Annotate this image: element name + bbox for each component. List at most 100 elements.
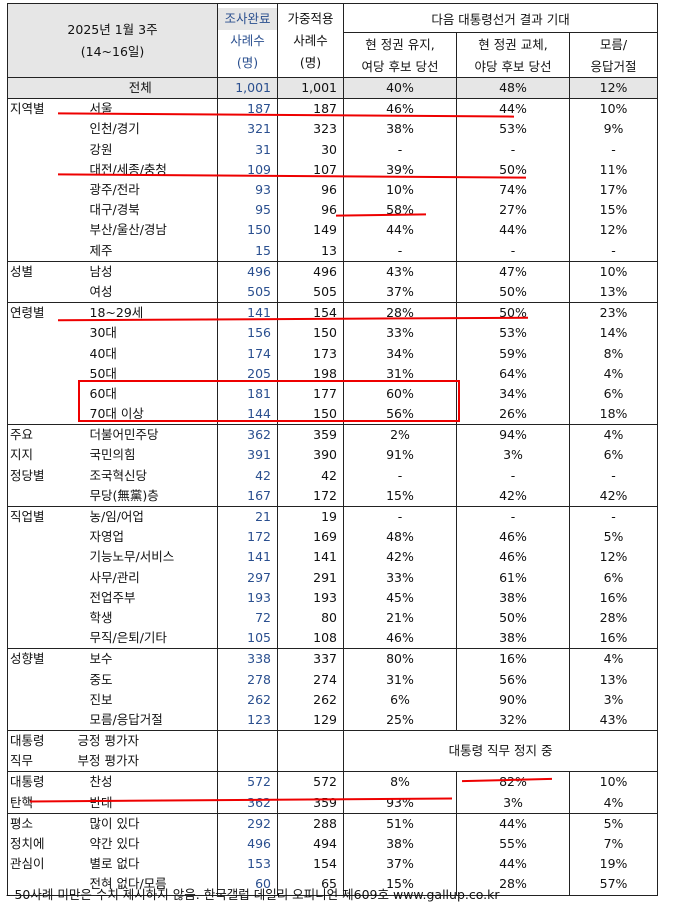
row-label: 50대 [63,363,219,384]
footnote: - 50사례 미만은 수치 제시하지 않음. 한국갤럽 데일리 오피니언 제60… [6,887,500,902]
weighted-count: 1,001 [277,77,345,99]
weighted-count: 13 [277,240,345,262]
keep-regime-pct: 25% [343,709,458,731]
dont-know-pct: 12% [569,77,659,99]
table-row: 정치에 약간 있다 496 494 38% 55% 7% [7,833,659,855]
sample-header-line2: 사례수 [230,32,265,48]
table-row: 학생 72 80 21% 50% 28% [7,607,659,629]
weighted-header-line2: 사례수 [293,32,328,48]
dont-know-pct: - [569,240,659,262]
change-regime-pct: 44% [456,98,571,120]
row-label: 학생 [63,607,219,629]
row-label: 사무/관리 [63,567,219,588]
table-body-main: 전체 1,001 1,001 40% 48% 12% 지역별 서울 187 187 46% 44% 10… [7,77,659,731]
keep-regime-pct: 15% [343,874,458,896]
row-group-label [7,281,64,303]
row-group-label: 성별 [7,260,64,282]
table-row: 진보 262 262 6% 90% 3% [7,689,659,710]
row-label: 반대 [63,792,219,814]
sample-count: 93 [217,179,279,201]
keep-regime-pct: - [343,240,458,262]
change-regime-header-line2: 야당 후보 당선 [456,53,571,78]
weighted-count: 154 [277,302,345,324]
row-label: 국민의힘 [63,445,219,466]
table-row: 70대 이상 144 150 56% 26% 18% [7,404,659,425]
row-group-label [7,363,64,384]
dont-know-pct: 28% [569,607,659,629]
table-row: 부산/울산/경남 150 149 44% 44% 12% [7,220,659,241]
row-label: 농/임/어업 [63,505,219,528]
change-regime-pct: 3% [456,445,571,466]
keep-regime-pct: 31% [343,669,458,690]
table-row: 강원 31 30- - - [7,139,659,160]
dont-know-pct: 10% [569,771,659,793]
row-group-label: 연령별 [7,302,64,324]
keep-regime-pct: 37% [343,854,458,875]
sample-count: 72 [217,607,279,629]
change-regime-pct: 56% [456,669,571,690]
table-title-cell: 2025년 1월 3주 (14~16일) [6,3,219,78]
row-label: 많이 있다 [63,812,219,834]
row-group-label [7,669,64,690]
dont-know-header-line2: 응답거절 [569,53,659,78]
suspension-note: 대통령 직무 정지 중 [343,729,659,772]
sample-count: 144 [217,404,279,425]
table-row: 지지 국민의힘 391 390 91% 3% 6% [7,445,659,466]
dont-know-pct: 4% [569,792,659,814]
change-regime-pct: 32% [456,709,571,731]
dont-know-pct: - [569,465,659,486]
row-group-label [7,139,64,160]
change-regime-pct: 42% [456,485,571,507]
change-regime-pct: 44% [456,854,571,875]
change-regime-pct: 3% [456,792,571,814]
row-group-label [7,527,64,548]
table-row: 60대 181 177 60% 34% 6% [7,383,659,404]
row-group-label [7,200,64,221]
keep-regime-pct: 48% [343,527,458,548]
keep-regime-pct: 58% [343,200,458,221]
sample-count: 181 [217,383,279,404]
change-regime-pct: 94% [456,424,571,446]
keep-regime-pct: 93% [343,792,458,814]
weighted-count: 108 [277,628,345,649]
sample-count: 362 [217,792,279,814]
table-row: 40대 174 173 34% 59% 8% [7,343,659,364]
keep-regime-pct: 33% [343,323,458,344]
row-group-label [7,179,64,201]
weighted-count: 288 [277,812,345,834]
keep-regime-pct: 42% [343,547,458,568]
sample-count: 193 [217,587,279,608]
sample-count: 505 [217,281,279,303]
sample-count: 95 [217,200,279,221]
weighted-count: 390 [277,445,345,466]
table-row: 여성 505 505 37% 50% 13% [7,281,659,303]
weighted-count: 107 [277,159,345,180]
keep-regime-pct: 31% [343,363,458,384]
change-regime-header-line1: 현 정권 교체, [456,32,571,53]
table-row: 관심이 별로 없다 153 154 37% 44% 19% [7,854,659,875]
weighted-count: 150 [277,404,345,425]
weighted-count: 30 [277,139,345,160]
dont-know-pct: 7% [569,833,659,855]
row-group-label: 정치에 [7,833,64,855]
row-group-label: 평소 [7,812,64,834]
row-label: 남성 [63,260,219,282]
dont-know-pct: 17% [569,179,659,201]
keep-regime-pct: 45% [343,587,458,608]
row-group-label [7,343,64,364]
sample-count: 150 [217,220,279,241]
change-regime-pct: - [456,139,571,160]
sample-count: 292 [217,812,279,834]
table-row: 지역별 서울 187 187 46% 44% 10% [7,98,659,120]
change-regime-pct: 64% [456,363,571,384]
row-group-label [7,220,64,241]
row-label: 진보 [63,689,219,710]
row-label: 40대 [63,343,219,364]
row-group-label [7,874,64,896]
dont-know-pct: 6% [569,383,659,404]
weighted-count: 572 [277,771,345,793]
election-expectation-header: 다음 대통령선거 결과 기대 [343,3,659,33]
weighted-header-line3: (명) [299,54,322,70]
weighted-count: 359 [277,424,345,446]
change-regime-pct: 50% [456,607,571,629]
